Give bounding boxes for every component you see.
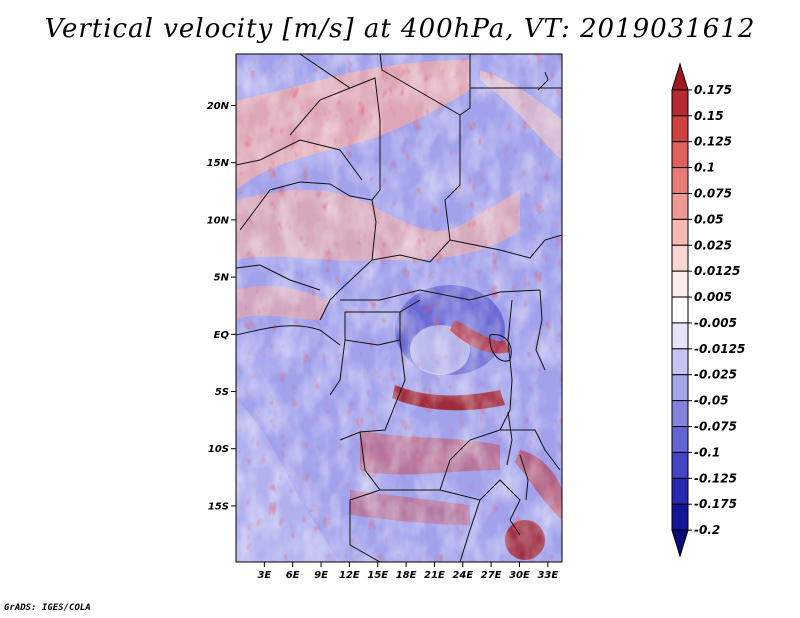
colorbar-swatch xyxy=(671,270,689,298)
colorbar-swatch xyxy=(671,89,689,117)
colorbar-swatch xyxy=(671,529,689,558)
lake-outlines xyxy=(489,71,549,501)
colorbar-label: 0.15 xyxy=(694,109,724,123)
colorbar-swatch xyxy=(671,503,689,531)
colorbar-label: -0.2 xyxy=(694,523,720,537)
colorbar-label: -0.125 xyxy=(694,471,737,485)
lat-tick-label: EQ xyxy=(214,330,230,341)
country-borders xyxy=(236,54,562,562)
lat-tick-label: 15S xyxy=(208,501,229,512)
lon-tick-label: 30E xyxy=(509,570,530,581)
colorbar-label: -0.025 xyxy=(694,368,737,382)
colorbar-label: -0.175 xyxy=(694,497,737,511)
lat-tick-label: 10S xyxy=(208,444,229,455)
colorbar-swatch xyxy=(671,218,689,246)
longitude-axis: 3E 6E 9E 12E 15E 18E 21E 24E 27E 30E 33E xyxy=(257,562,558,581)
lon-tick-label: 21E xyxy=(424,570,445,581)
lon-tick-label: 15E xyxy=(367,570,388,581)
lon-tick-label: 18E xyxy=(396,570,417,581)
colorbar-label: -0.1 xyxy=(694,445,720,459)
latitude-axis: 20N 15N 10N 5N EQ 5S 10S 15S xyxy=(207,101,236,512)
colorbar-swatch xyxy=(671,426,689,453)
lon-tick-label: 33E xyxy=(537,570,558,581)
colorbar-label: 0.0125 xyxy=(694,264,740,278)
colorbar-swatch xyxy=(671,62,689,91)
colorbar-label: 0.005 xyxy=(694,290,732,304)
colorbar-swatch xyxy=(671,477,689,505)
colorbar-label: 0.125 xyxy=(694,135,732,149)
colorbar-label: 0.075 xyxy=(694,186,732,200)
colorbar-label: -0.075 xyxy=(694,420,737,434)
colorbar-label: 0.05 xyxy=(694,212,724,226)
lat-tick-label: 5S xyxy=(215,387,229,398)
map-frame xyxy=(235,53,563,563)
lon-tick-label: 6E xyxy=(286,570,300,581)
colorbar-swatch xyxy=(671,192,689,220)
colorbar-swatch xyxy=(671,141,689,169)
colorbar-swatch xyxy=(671,400,689,428)
vertical-velocity-field xyxy=(236,54,562,562)
lat-tick-label: 10N xyxy=(207,215,230,226)
colorbar-label: -0.0125 xyxy=(694,342,745,356)
lon-tick-label: 24E xyxy=(452,570,473,581)
colorbar-label: 0.1 xyxy=(694,161,715,175)
colorbar-swatch xyxy=(671,322,689,350)
lat-tick-label: 5N xyxy=(214,273,230,284)
colorbar-label: 0.175 xyxy=(694,83,732,97)
lon-tick-label: 3E xyxy=(257,570,271,581)
colorbar: 0.175 0.15 0.125 0.1 0.075 0.05 0.025 0.0125 0.0… xyxy=(671,62,745,558)
colorbar-swatch xyxy=(671,348,689,376)
colorbar-swatch xyxy=(671,167,689,194)
colorbar-swatch xyxy=(671,451,689,479)
map-title: Vertical velocity [m/s] at 400hPa, VT: 2… xyxy=(44,14,756,44)
colorbar-label: 0.025 xyxy=(694,238,732,252)
colorbar-swatch xyxy=(671,115,689,143)
colorbar-label: -0.005 xyxy=(694,316,737,330)
lon-tick-label: 12E xyxy=(339,570,360,581)
lon-tick-label: 27E xyxy=(481,570,502,581)
lat-tick-label: 20N xyxy=(207,101,230,112)
colorbar-label: -0.05 xyxy=(694,394,729,408)
lon-tick-label: 9E xyxy=(314,570,328,581)
colorbar-swatch xyxy=(671,244,689,272)
lat-tick-label: 15N xyxy=(207,158,230,169)
colorbar-swatch xyxy=(671,374,689,402)
software-credit: GrADS: IGES/COLA xyxy=(4,603,91,613)
colorbar-swatch xyxy=(671,296,689,324)
